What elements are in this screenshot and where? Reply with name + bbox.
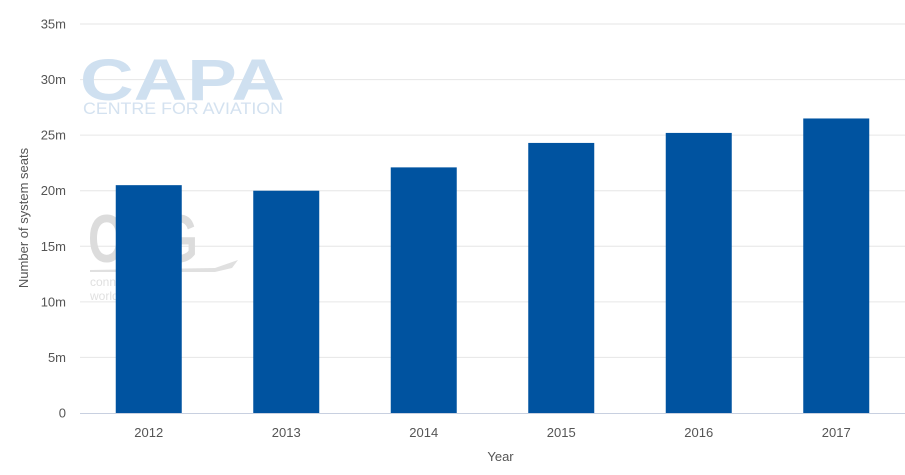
y-axis-title: Number of system seats <box>16 147 31 288</box>
capa-subtitle: CENTRE FOR AVIATION <box>83 100 283 118</box>
y-tick-label: 35m <box>41 17 66 32</box>
y-tick-label: 0 <box>59 406 66 421</box>
x-tick-label: 2016 <box>684 425 713 440</box>
x-tick-label: 2014 <box>409 425 438 440</box>
y-tick-label: 10m <box>41 294 66 309</box>
x-tick-label: 2015 <box>547 425 576 440</box>
bar-2013 <box>253 190 320 413</box>
y-axis-ticks: 0 5m 10m 15m 20m 25m 30m 35m <box>41 17 66 421</box>
y-tick-label: 25m <box>41 128 66 143</box>
capa-logo: CAPA <box>80 48 285 113</box>
bar-2017 <box>803 118 870 413</box>
x-tick-label: 2017 <box>822 425 851 440</box>
y-tick-label: 5m <box>48 350 66 365</box>
y-tick-label: 30m <box>41 72 66 87</box>
bar-2014 <box>390 167 457 413</box>
capa-watermark: CAPA CENTRE FOR AVIATION <box>80 48 285 118</box>
x-axis-title: Year <box>487 449 514 464</box>
x-tick-label: 2012 <box>134 425 163 440</box>
bar-2016 <box>665 132 732 414</box>
x-tick-label: 2013 <box>272 425 301 440</box>
gridlines <box>80 23 905 358</box>
bars <box>115 118 870 414</box>
bar-2012 <box>115 185 182 413</box>
airplane-icon <box>90 260 238 272</box>
x-axis-ticks: 2012 2013 2014 2015 2016 2017 <box>134 425 850 440</box>
bar-2015 <box>528 142 595 413</box>
y-tick-label: 20m <box>41 183 66 198</box>
y-tick-label: 15m <box>41 239 66 254</box>
